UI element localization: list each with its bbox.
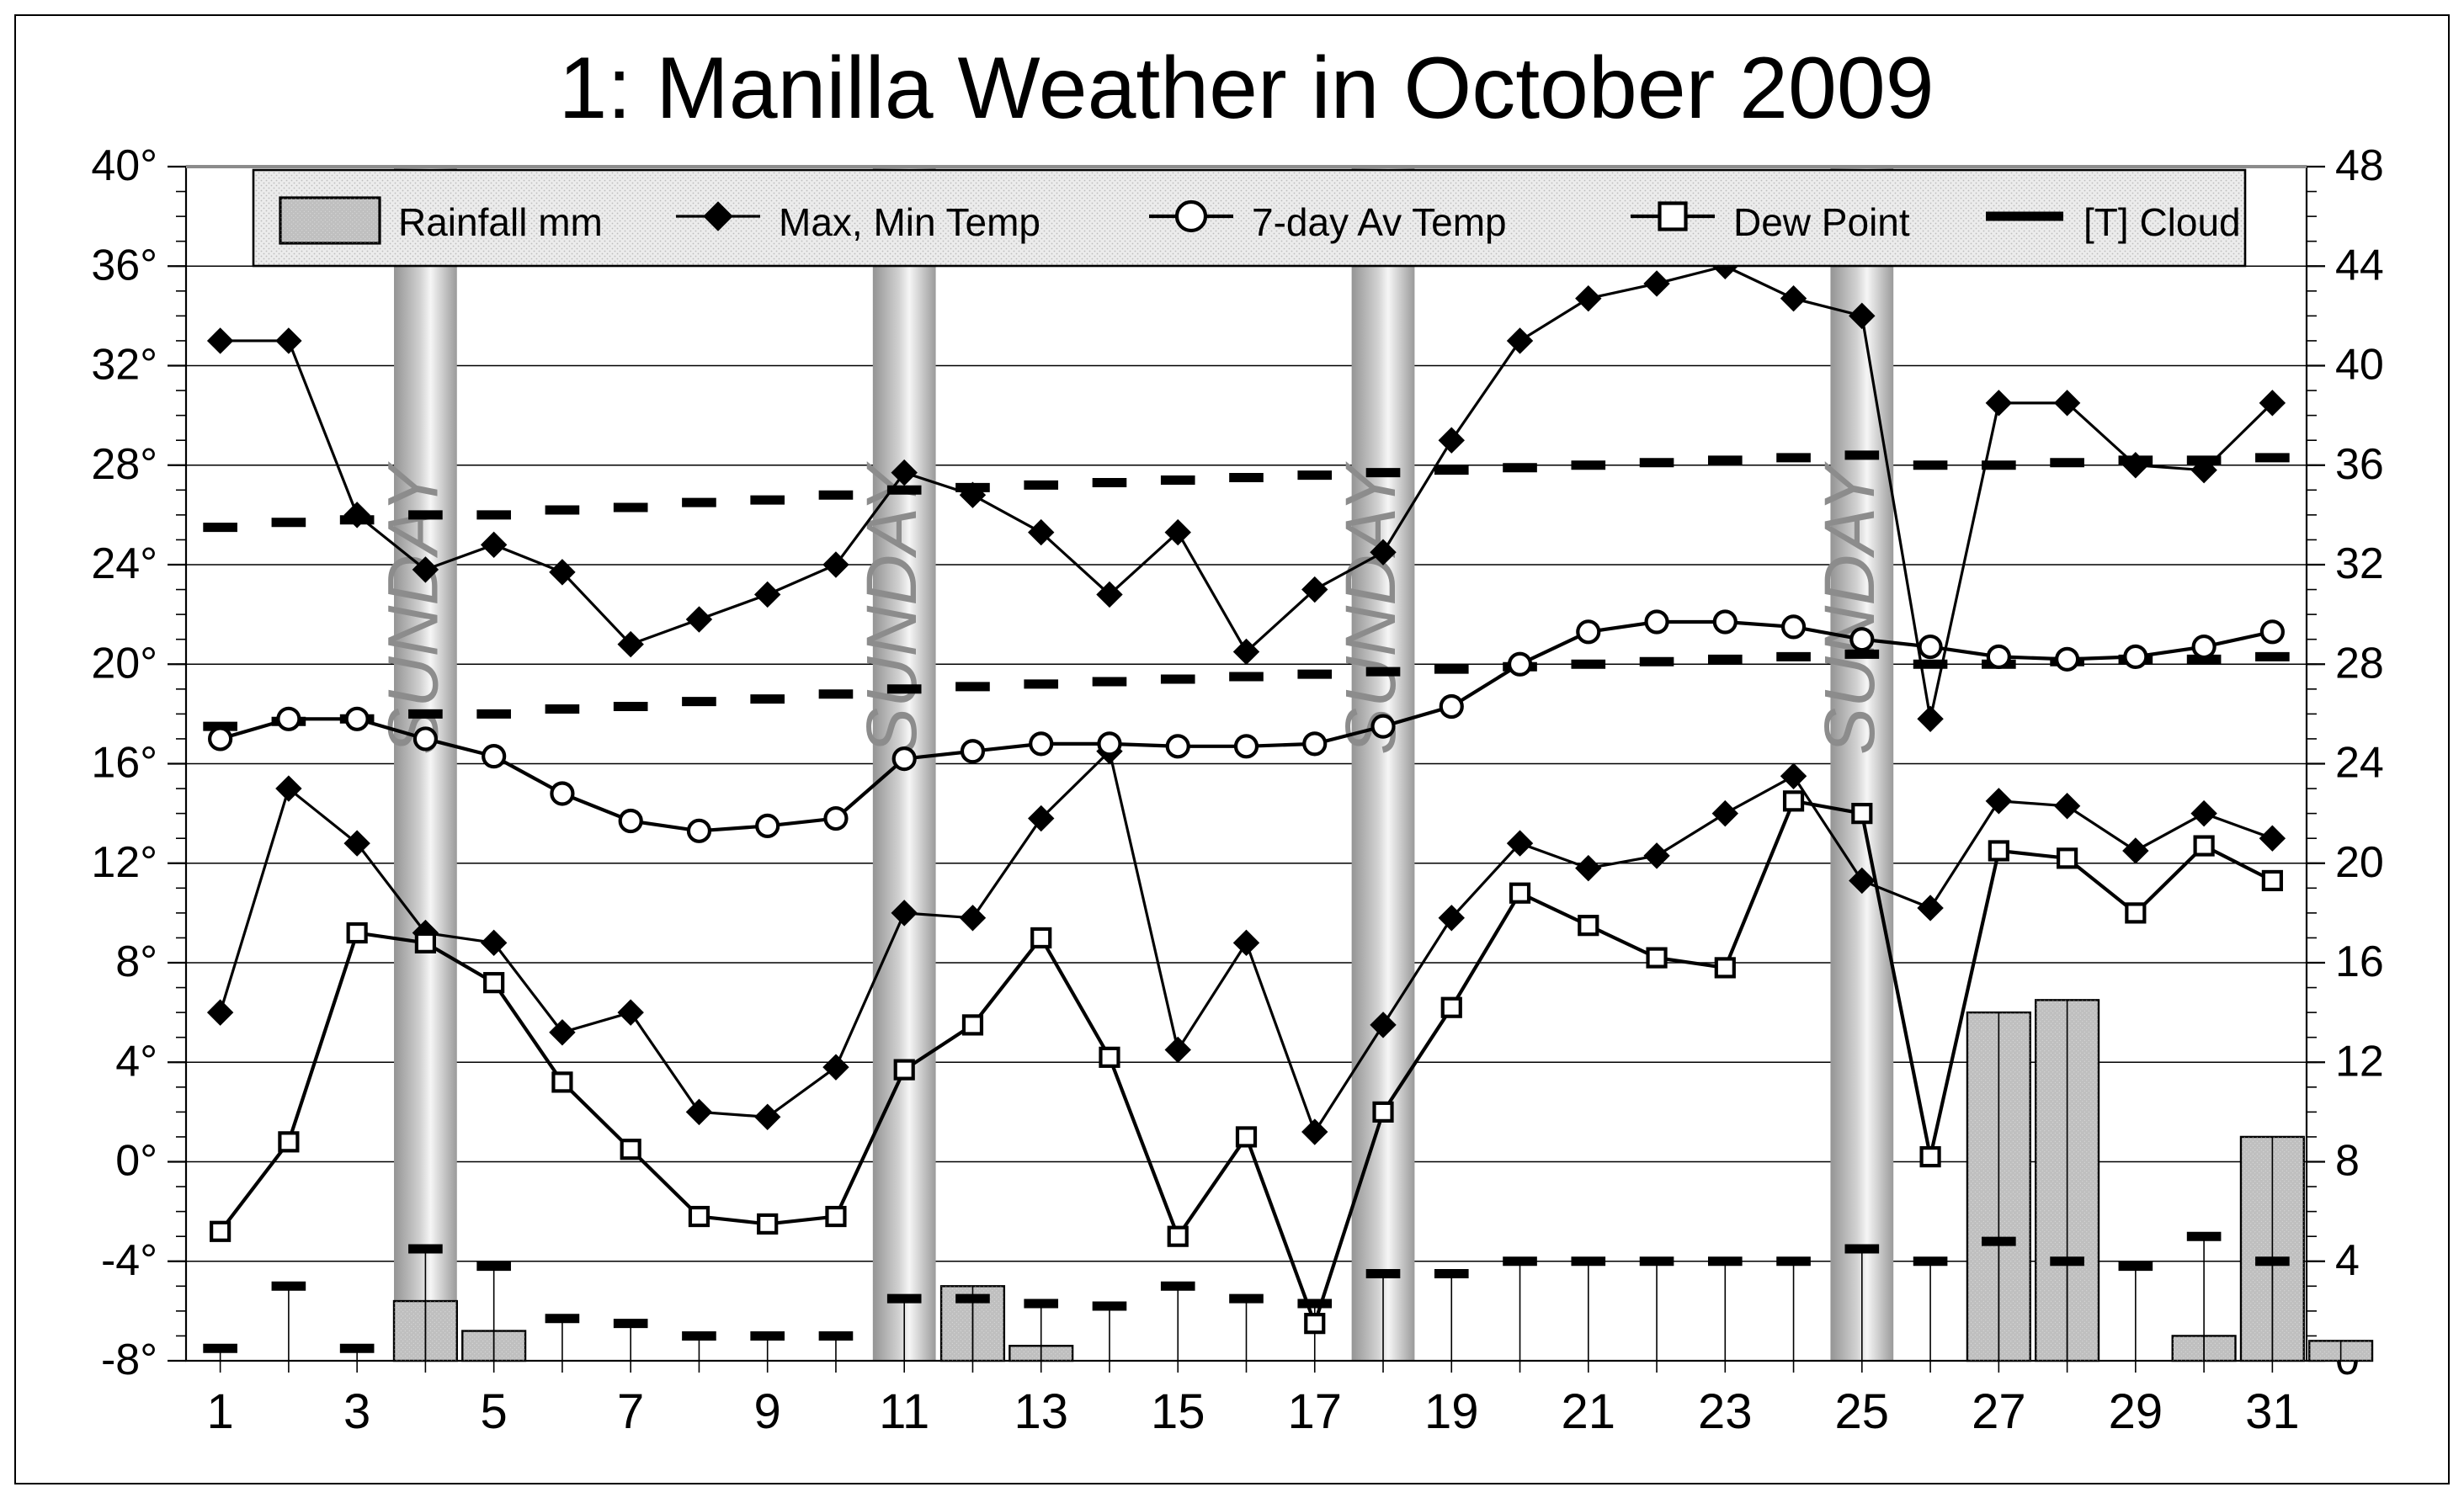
svg-text:25: 25 xyxy=(1835,1384,1890,1439)
svg-text:32: 32 xyxy=(2335,539,2384,588)
svg-text:16: 16 xyxy=(2335,937,2384,986)
svg-text:32°: 32° xyxy=(91,341,157,390)
svg-text:31: 31 xyxy=(2245,1384,2300,1439)
svg-text:27: 27 xyxy=(1972,1384,2026,1439)
svg-text:SUNDAY: SUNDAY xyxy=(1331,460,1410,755)
svg-text:1: Manilla Weather in October: 1: Manilla Weather in October 2009 xyxy=(558,40,1934,137)
svg-text:-8°: -8° xyxy=(101,1336,157,1384)
svg-text:40: 40 xyxy=(2335,341,2384,390)
svg-text:5: 5 xyxy=(481,1384,508,1439)
svg-text:19: 19 xyxy=(1424,1384,1479,1439)
svg-text:9: 9 xyxy=(754,1384,781,1439)
svg-text:7-day Av Temp: 7-day Av Temp xyxy=(1252,200,1507,244)
svg-text:0°: 0° xyxy=(115,1137,157,1186)
svg-text:20: 20 xyxy=(2335,838,2384,887)
svg-text:SUNDAY: SUNDAY xyxy=(1810,460,1889,755)
svg-text:23: 23 xyxy=(1698,1384,1753,1439)
svg-text:SUNDAY: SUNDAY xyxy=(852,460,931,755)
svg-text:[T] Cloud: [T] Cloud xyxy=(2083,200,2241,244)
svg-text:13: 13 xyxy=(1014,1384,1068,1439)
svg-text:3: 3 xyxy=(343,1384,370,1439)
svg-text:20°: 20° xyxy=(91,639,157,688)
svg-text:48: 48 xyxy=(2335,141,2384,190)
svg-text:7: 7 xyxy=(617,1384,644,1439)
svg-text:4°: 4° xyxy=(115,1037,157,1086)
svg-text:24: 24 xyxy=(2335,739,2384,788)
svg-text:28°: 28° xyxy=(91,440,157,489)
svg-text:21: 21 xyxy=(1562,1384,1616,1439)
svg-text:-4°: -4° xyxy=(101,1236,157,1285)
svg-text:4: 4 xyxy=(2335,1236,2360,1285)
svg-text:40°: 40° xyxy=(91,141,157,190)
svg-text:17: 17 xyxy=(1288,1384,1343,1439)
svg-text:8: 8 xyxy=(2335,1137,2360,1186)
svg-text:16°: 16° xyxy=(91,739,157,788)
svg-text:Rainfall mm: Rainfall mm xyxy=(398,200,603,244)
svg-text:24°: 24° xyxy=(91,539,157,588)
svg-text:Max, Min Temp: Max, Min Temp xyxy=(779,200,1040,244)
svg-text:36°: 36° xyxy=(91,241,157,289)
svg-text:Dew Point: Dew Point xyxy=(1733,200,1910,244)
svg-text:1: 1 xyxy=(206,1384,233,1439)
svg-text:36: 36 xyxy=(2335,440,2384,489)
svg-text:12°: 12° xyxy=(91,838,157,887)
svg-text:12: 12 xyxy=(2335,1037,2384,1086)
svg-text:29: 29 xyxy=(2109,1384,2163,1439)
svg-text:8°: 8° xyxy=(115,937,157,986)
svg-text:11: 11 xyxy=(879,1384,929,1439)
svg-text:28: 28 xyxy=(2335,639,2384,688)
svg-text:44: 44 xyxy=(2335,241,2384,289)
svg-text:15: 15 xyxy=(1151,1384,1205,1439)
